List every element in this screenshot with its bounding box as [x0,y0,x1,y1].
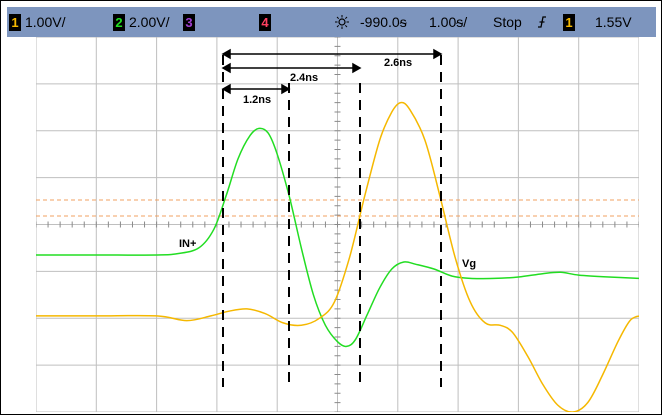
status-bar: 1 1.00V/ 2 2.00V/ 3 4 -990.0ᵴ 1.00ᵴ/ Sto… [7,7,656,37]
span-arrow-2-6ns [221,48,443,60]
ch2-indicator[interactable]: 2 2.00V/ [113,13,170,31]
span-arrows [221,48,443,95]
span-label-2-6ns: 2.6ns [384,57,412,69]
ch2-scale: 2.00V/ [129,14,170,30]
signal-label-vg: Vg [462,258,476,270]
trigger-level[interactable]: 1.55V [595,14,632,30]
time-delay[interactable]: -990.0ᵴ [360,14,407,30]
waveform-plot: 2.6ns 2.4ns 1.2ns IN+ Vg [36,37,639,412]
span-label-1-2ns: 1.2ns [243,94,271,106]
ch3-indicator[interactable]: 3 [183,13,199,31]
ch1-number: 1 [9,13,21,31]
cursor-lines [222,55,442,387]
ch4-number: 4 [259,13,271,31]
ch1-scale: 1.00V/ [25,14,66,30]
span-arrow-2-4ns [221,62,362,74]
run-state[interactable]: Stop [493,14,522,30]
threshold-lines [36,199,639,217]
trace-in-plus [36,127,639,348]
span-arrow-1-2ns [221,83,291,95]
trace-vg [36,101,639,412]
trigger-source-number: 1 [563,13,575,31]
graticule [36,37,639,412]
time-scale[interactable]: 1.00ᵴ/ [429,14,468,30]
rising-edge-icon [537,15,547,29]
traces [36,101,639,412]
span-label-2-4ns: 2.4ns [290,72,318,84]
sun-icon [335,15,349,29]
ch3-number: 3 [183,13,195,31]
signal-label-in: IN+ [179,238,196,250]
trigger-source[interactable]: 1 [563,13,579,31]
ch4-indicator[interactable]: 4 [259,13,275,31]
waveform-display[interactable]: 2.6ns 2.4ns 1.2ns IN+ Vg [36,37,639,412]
ch1-indicator[interactable]: 1 1.00V/ [9,13,66,31]
ch2-number: 2 [113,13,125,31]
